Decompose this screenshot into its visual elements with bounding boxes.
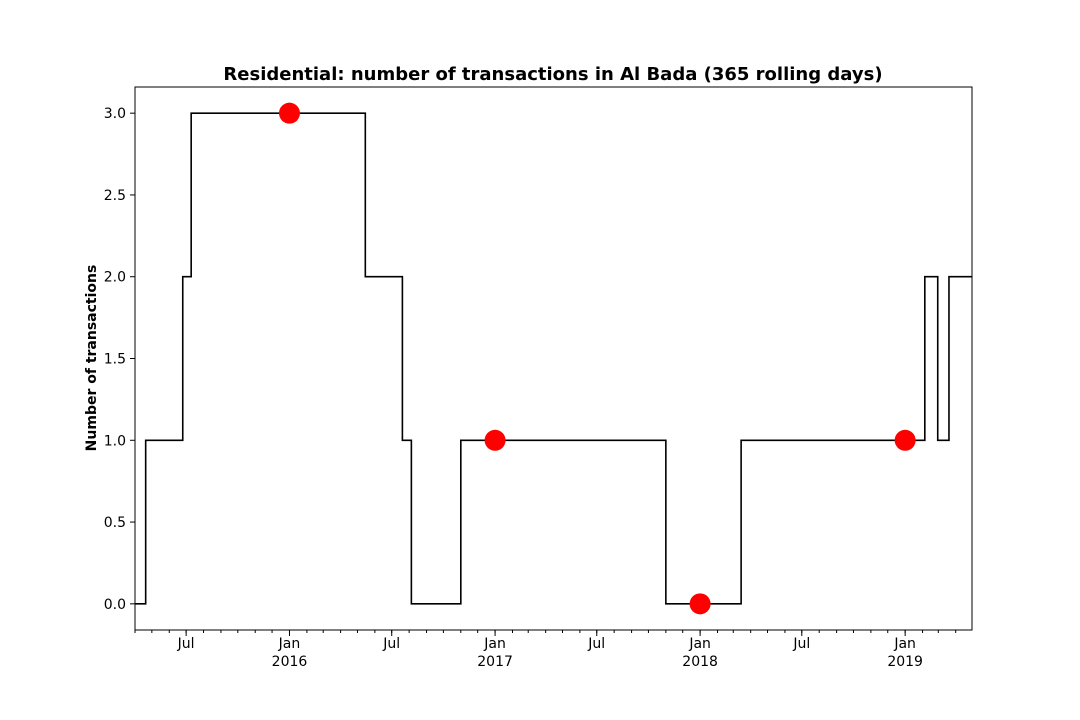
series-line	[135, 112, 972, 605]
x-tick-label: Jul	[382, 636, 400, 652]
y-tick-label: 1.5	[104, 352, 126, 368]
y-tick-label: 2.5	[104, 188, 126, 204]
x-tick-label: Jul	[792, 636, 810, 652]
y-tick-label: 3.0	[104, 106, 126, 122]
x-tick-label: Jul	[177, 636, 195, 652]
y-tick-label: 0.5	[104, 515, 126, 531]
x-tick-year-label: 2017	[477, 654, 513, 670]
x-tick-year-label: 2016	[272, 654, 308, 670]
x-tick-label: Jan	[483, 636, 506, 652]
y-tick-label: 0.0	[104, 597, 126, 613]
y-tick-label: 2.0	[104, 270, 126, 286]
x-tick-label: Jan	[688, 636, 711, 652]
x-tick-label: Jul	[587, 636, 605, 652]
y-tick-label: 1.0	[104, 433, 126, 449]
x-tick-label: Jan	[278, 636, 301, 652]
data-marker	[689, 593, 711, 615]
data-marker	[278, 102, 300, 124]
data-marker	[484, 429, 506, 451]
axes-frame	[134, 86, 973, 631]
plot-area: 0.0 0.5 1.0 1.5 2.0 2.5 3.0 Jul Jan 2016 Jul Jan 201…	[104, 86, 973, 670]
y-axis-label: Number of transactions	[84, 265, 100, 452]
x-tick-label: Jan	[893, 636, 916, 652]
x-tick-year-label: 2019	[887, 654, 923, 670]
chart-title: Residential: number of transactions in A…	[223, 64, 882, 85]
data-marker	[894, 429, 916, 451]
x-tick-year-label: 2018	[682, 654, 718, 670]
